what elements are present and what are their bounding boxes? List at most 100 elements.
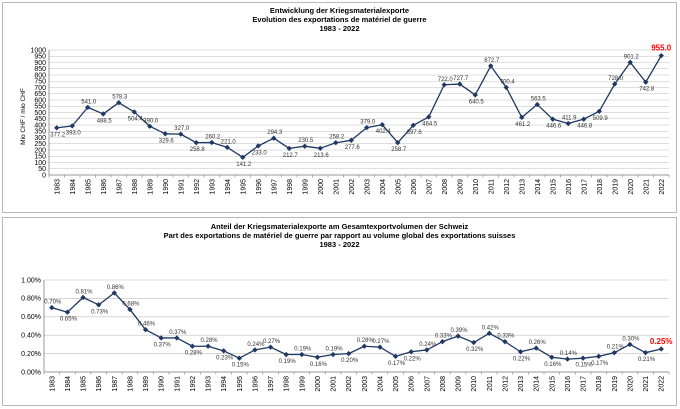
y-tick-label: 600 (34, 97, 46, 104)
data-point (100, 111, 106, 117)
x-tick-label: 1995 (237, 376, 244, 392)
y-tick-label: 500 (34, 110, 46, 117)
x-tick-label: 1998 (287, 179, 294, 195)
chart-title: Entwicklung der Kriegsmaterialexporte Ev… (3, 6, 676, 33)
x-tick-label: 2003 (364, 179, 371, 195)
data-label: 446.8 (577, 124, 593, 130)
chart-title-line-1: Anteil der Kriegsmaterialexporte am Gesa… (210, 222, 469, 231)
x-tick-label: 2021 (643, 179, 650, 195)
data-label: 727.7 (453, 76, 469, 82)
y-tick-label: 400 (34, 122, 46, 129)
data-point (549, 354, 555, 360)
data-point (472, 92, 478, 98)
x-tick-label: 1994 (225, 179, 232, 195)
data-point (189, 343, 196, 349)
chart-title-line-3: 1983 - 2022 (319, 24, 360, 33)
y-tick-label: 350 (34, 129, 46, 136)
data-label: 563.5 (531, 97, 547, 103)
x-tick-label: 2012 (502, 376, 509, 392)
y-tick-label: 0.80% (21, 296, 41, 303)
y-tick-label: 1000 (30, 47, 46, 54)
x-tick-label: 1999 (302, 179, 309, 195)
x-tick-label: 1987 (112, 376, 119, 392)
data-point (564, 356, 571, 362)
data-label: 0.26% (529, 340, 547, 346)
x-tick-label: 2010 (473, 179, 480, 195)
data-label: 742.8 (639, 87, 655, 93)
data-point (392, 353, 399, 360)
data-label: 0.32% (466, 347, 484, 353)
data-point (236, 355, 242, 361)
data-label: 0.42% (482, 325, 500, 331)
data-label: 0.65% (60, 317, 78, 323)
data-label: 0.70% (44, 300, 62, 306)
data-point (377, 344, 383, 350)
export-volume-line-chart: 0501001502002503003504004505005506006507… (20, 44, 672, 195)
data-point (364, 124, 370, 131)
data-point (658, 52, 664, 59)
data-point (54, 125, 60, 131)
data-label: 258.2 (329, 135, 345, 141)
x-tick-label: 2013 (518, 376, 525, 392)
data-point (439, 338, 446, 345)
x-tick-label: 2022 (659, 376, 666, 392)
data-label: 901.2 (624, 54, 640, 60)
x-tick-label: 2008 (442, 179, 449, 195)
x-tick-label: 1994 (221, 376, 228, 392)
data-label: 0.37% (154, 342, 172, 348)
data-label: 0.28% (357, 338, 375, 344)
data-label: 0.33% (435, 334, 453, 340)
data-point (111, 290, 117, 296)
data-point (162, 131, 168, 137)
data-point (441, 82, 447, 88)
data-label: 0.24% (419, 342, 437, 348)
x-tick-label: 2020 (628, 179, 635, 195)
x-tick-label: 2018 (596, 376, 603, 392)
y-tick-label: 700 (34, 85, 46, 92)
x-tick-label: 2019 (612, 376, 619, 392)
y-tick-label: 150 (34, 154, 46, 161)
x-tick-label: 1989 (147, 179, 154, 195)
x-tick-label: 2006 (409, 376, 416, 392)
data-point (240, 154, 246, 161)
data-point (174, 335, 180, 341)
x-tick-label: 2006 (411, 179, 418, 195)
x-tick-label: 2017 (581, 179, 588, 195)
data-label: 294.3 (267, 130, 283, 136)
data-label: 0.46% (138, 322, 156, 328)
data-point (565, 120, 571, 127)
x-tick-label: 2018 (597, 179, 604, 195)
y-tick-label: 900 (34, 60, 46, 67)
x-tick-label: 1983 (54, 179, 61, 195)
x-tick-label: 1988 (132, 179, 139, 195)
y-tick-label: 0 (42, 172, 46, 179)
x-tick-label: 2009 (457, 179, 464, 195)
x-tick-label: 1996 (256, 179, 263, 195)
data-label: 0.22% (513, 356, 531, 362)
x-tick-label: 1992 (194, 179, 201, 195)
data-label: 0.30% (622, 336, 640, 342)
x-tick-label: 2001 (331, 376, 338, 392)
x-tick-label: 1993 (209, 179, 216, 195)
data-label: 488.5 (97, 118, 113, 124)
data-label: 329.6 (159, 138, 175, 144)
chart-title-line-1: Entwicklung der Kriegsmaterialexporte (269, 6, 410, 15)
y-tick-label: 0.00% (21, 369, 41, 376)
data-label: 541.0 (81, 99, 97, 105)
data-point (627, 341, 633, 348)
data-label: 0.68% (122, 301, 140, 307)
data-label: 0.17% (591, 361, 609, 367)
data-point (283, 351, 289, 358)
data-point (410, 122, 416, 128)
chart-title-line-2: Evolution des exportations de matériel d… (252, 15, 427, 24)
x-tick-label: 1986 (96, 376, 103, 392)
data-label: 0.86% (107, 285, 125, 291)
chart-title: Anteil der Kriegsmaterialexporte am Gesa… (3, 222, 676, 249)
data-point (158, 335, 164, 341)
x-tick-label: 2003 (362, 376, 369, 392)
x-tick-label: 2019 (612, 179, 619, 195)
data-point (611, 349, 617, 356)
data-label: 213.6 (314, 153, 330, 159)
x-tick-label: 1984 (65, 376, 72, 392)
x-tick-label: 1999 (299, 376, 306, 392)
